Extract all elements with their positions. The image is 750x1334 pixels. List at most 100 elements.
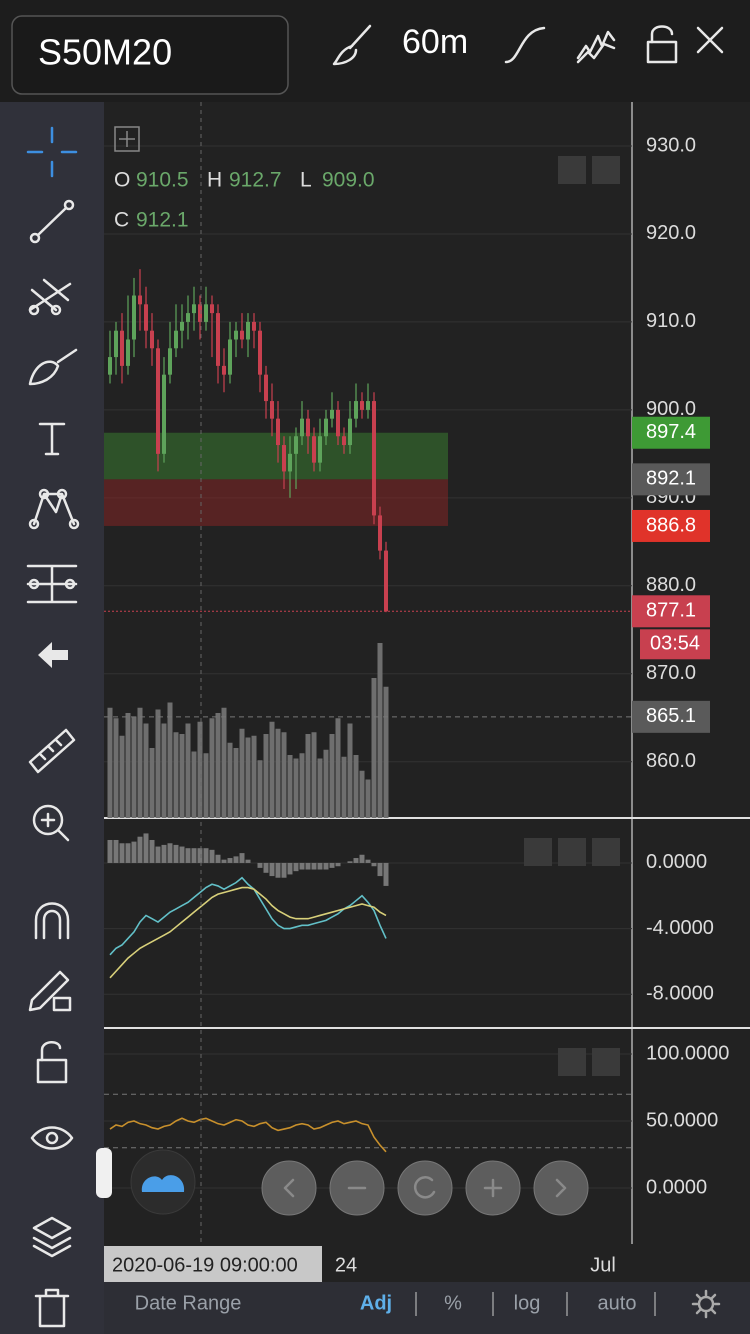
ohlc-value: 912.7 [229, 169, 282, 192]
panel-down-button[interactable] [558, 156, 586, 184]
layers-tool[interactable] [32, 1216, 72, 1258]
scroll-right-button[interactable] [533, 1160, 589, 1216]
ohlc-key: O [114, 169, 130, 192]
panel-resize-button[interactable] [592, 838, 620, 866]
panel-down-button[interactable] [558, 838, 586, 866]
measure-lines-tool[interactable] [26, 564, 78, 604]
bottom-item[interactable]: Date Range [135, 1292, 242, 1314]
volume-bar [251, 735, 257, 818]
studies-icon[interactable] [576, 30, 616, 64]
candle-body [372, 401, 376, 516]
expand-icon[interactable] [114, 126, 140, 152]
volume-bar [257, 760, 263, 818]
bottom-item[interactable]: % [444, 1292, 462, 1314]
macd-bar [179, 846, 185, 863]
macd-bar [353, 858, 359, 863]
macd-bar [149, 839, 155, 863]
symbol-box[interactable] [11, 15, 289, 95]
line-tool[interactable] [29, 199, 75, 244]
settings-icon[interactable] [691, 1289, 721, 1319]
macd-bar [155, 846, 161, 863]
candle-body [288, 453, 292, 472]
panel-up-button[interactable] [558, 1048, 586, 1076]
macd-bar [239, 853, 245, 863]
macd-bar [173, 844, 179, 863]
macd-line [109, 886, 387, 979]
macd-bar [119, 843, 125, 863]
volume-bar [197, 721, 203, 818]
candle-body [144, 304, 148, 331]
candle-body [132, 295, 136, 340]
panel-resize-button[interactable] [592, 156, 620, 184]
nav-icons [283, 1176, 567, 1199]
y-tick-label: 920.0 [646, 222, 696, 244]
bottom-item[interactable]: log [514, 1292, 541, 1314]
crosshair-tool[interactable] [26, 126, 78, 178]
scroll-left-button[interactable] [261, 1160, 317, 1216]
macd-bar [143, 833, 149, 863]
brush-tool[interactable] [28, 348, 78, 386]
ruler-tool[interactable] [28, 728, 76, 774]
candle-body [300, 418, 304, 437]
magnet-tool[interactable] [34, 902, 70, 940]
volume-bar [209, 718, 215, 818]
back-arrow[interactable] [38, 642, 68, 668]
macd-bar [197, 848, 203, 863]
volume-bar [245, 737, 251, 818]
rsi-line [109, 1117, 387, 1153]
volume-bar [125, 713, 131, 818]
text-tool[interactable] [38, 422, 66, 456]
volume-bar [203, 753, 209, 818]
zone [104, 479, 448, 526]
macd-bar [359, 854, 365, 863]
brush-icon[interactable] [332, 24, 372, 66]
candle-body [150, 330, 154, 349]
macd-bar [161, 844, 167, 863]
drawer-handle[interactable] [96, 1148, 112, 1198]
panel-resize-button[interactable] [592, 1048, 620, 1076]
candle-body [384, 550, 388, 612]
volume-bar [377, 643, 383, 818]
fib-tool[interactable] [28, 278, 72, 316]
bottom-item[interactable]: auto [598, 1292, 637, 1314]
reset-button[interactable] [397, 1160, 453, 1216]
trash-tool[interactable] [34, 1288, 70, 1328]
panel-up-button[interactable] [524, 838, 552, 866]
macd-bar [347, 861, 353, 863]
ohlc-value: 912.1 [136, 209, 189, 232]
zoom-tool[interactable] [32, 804, 70, 842]
candle-body [336, 409, 340, 437]
candle-body [114, 330, 118, 358]
macd-bar [317, 862, 323, 870]
volume-bar [329, 734, 335, 818]
unlock-tool[interactable] [36, 1041, 68, 1084]
candle-body [126, 339, 130, 366]
candle-body [228, 339, 232, 375]
y-tick-label: -8.0000 [646, 982, 714, 1004]
macd-bar [257, 862, 263, 868]
ohlc-legend: O 910.5 H 912.7 L 909.0 C 912.1 [114, 169, 375, 232]
price-badge [632, 700, 710, 733]
macd-bar [131, 841, 137, 863]
pattern-tool[interactable] [28, 488, 80, 530]
volume-bar [143, 723, 149, 818]
macd-bar [287, 862, 293, 875]
macd-bar [215, 854, 221, 863]
volume-bar [227, 742, 233, 818]
volume-bar [323, 749, 329, 818]
interval[interactable]: 60m [402, 23, 468, 61]
crosshair-date-box [104, 1246, 322, 1282]
lock-icon[interactable] [646, 25, 678, 64]
candle-body [120, 330, 124, 366]
visibility-tool[interactable] [30, 1126, 74, 1150]
bottom-item[interactable]: Adj [360, 1292, 392, 1314]
bottom-items: Date Range Adj% log auto [135, 1292, 656, 1316]
line-type-icon[interactable] [504, 26, 546, 64]
candle-body [306, 418, 310, 437]
volume-bar [191, 751, 197, 818]
close-icon[interactable] [696, 26, 724, 54]
volume-bar [317, 758, 323, 818]
lock-drawings-tool[interactable] [28, 970, 72, 1012]
candle-body [276, 418, 280, 446]
y-tick-label: 0.0000 [646, 1176, 707, 1198]
